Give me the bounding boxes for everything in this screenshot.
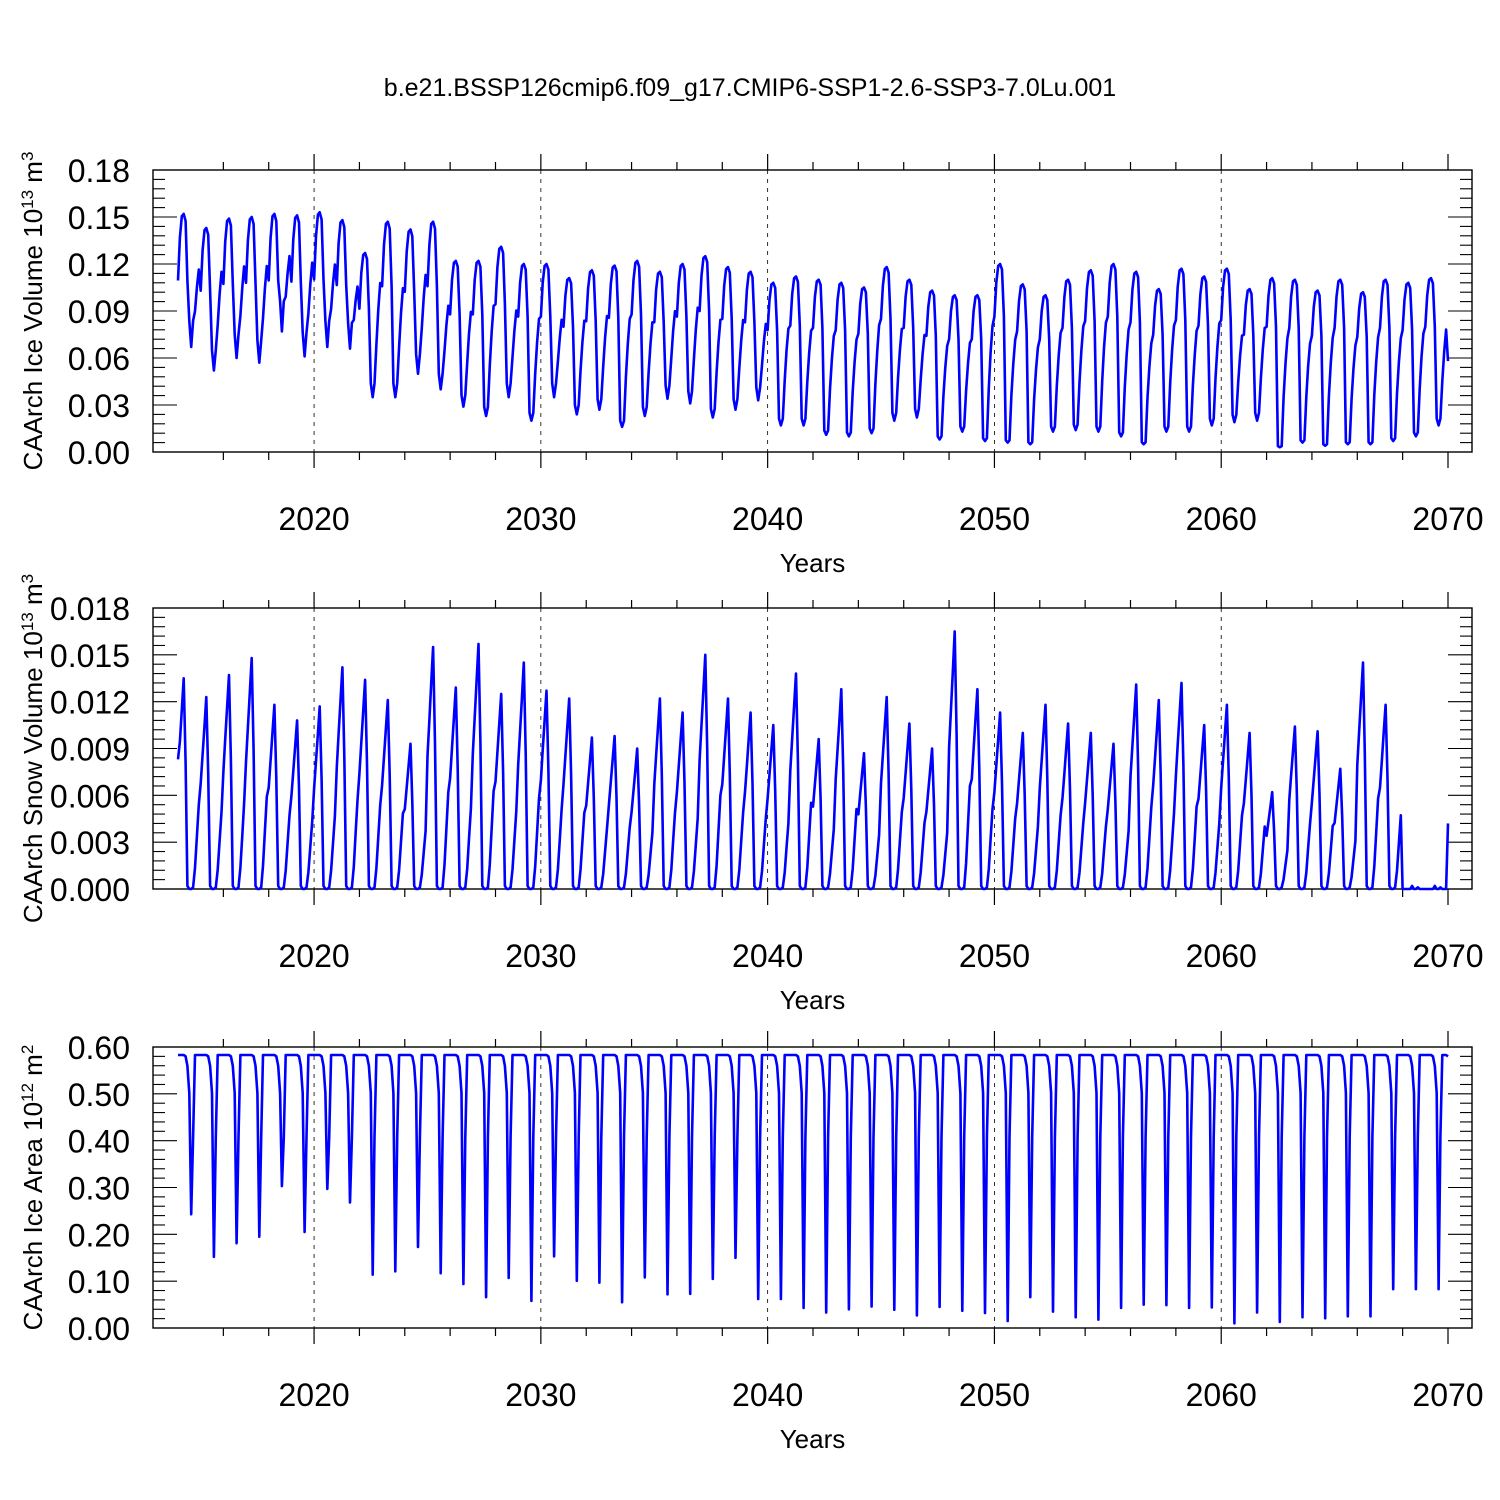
y-tick-label: 0.06 [68, 341, 130, 377]
y-tick-label: 0.20 [68, 1217, 130, 1253]
y-tick-label: 0.009 [50, 732, 130, 768]
x-axis-label: Years [780, 548, 846, 578]
x-tick-label: 2060 [1186, 1377, 1257, 1413]
y-tick-label: 0.18 [68, 153, 130, 189]
x-tick-label: 2050 [959, 501, 1030, 537]
y-tick-label: 0.00 [68, 435, 130, 471]
chart-panel-3: 2020 2030 2040 2050 2060 2070 0.00 0.10 0.20 0.30… [18, 1030, 1484, 1454]
y-tick-label: 0.003 [50, 825, 130, 861]
x-tick-label: 2060 [1186, 501, 1257, 537]
y-tick-label: 0.018 [50, 591, 130, 627]
x-tick-label: 2070 [1412, 938, 1483, 974]
y-axis-label: CAArch Snow Volume 1013 m3 [18, 574, 49, 923]
y-tick-label: 0.09 [68, 294, 130, 330]
x-tick-label: 2020 [278, 1377, 349, 1413]
y-tick-label: 0.03 [68, 388, 130, 424]
y-axis-label: CAArch Ice Volume 1013 m3 [18, 152, 49, 471]
series-line [176, 630, 1450, 891]
x-tick-label: 2050 [959, 1377, 1030, 1413]
x-axis-label: Years [780, 985, 846, 1015]
x-tick-label: 2030 [505, 501, 576, 537]
x-tick-label: 2070 [1412, 1377, 1483, 1413]
y-tick-label: 0.40 [68, 1124, 130, 1160]
y-tick-label: 0.10 [68, 1264, 130, 1300]
x-tick-label: 2060 [1186, 938, 1257, 974]
y-tick-label: 0.006 [50, 778, 130, 814]
x-tick-label: 2040 [732, 1377, 803, 1413]
y-tick-label: 0.50 [68, 1077, 130, 1113]
x-tick-label: 2020 [278, 938, 349, 974]
x-tick-label: 2050 [959, 938, 1030, 974]
figure-title: b.e21.BSSP126cmip6.f09_g17.CMIP6-SSP1-2.… [384, 74, 1116, 102]
chart-panel-1: 2020 2030 2040 2050 2060 2070 0.00 0.03 0.06 0.09… [18, 152, 1484, 578]
chart-panel-2: 2020 2030 2040 2050 2060 2070 0.000 0.003 0.006 0… [18, 574, 1484, 1015]
x-tick-label: 2020 [278, 501, 349, 537]
x-tick-label: 2030 [505, 938, 576, 974]
series-line [176, 211, 1450, 449]
y-tick-label: 0.12 [68, 247, 130, 283]
x-tick-label: 2040 [732, 501, 803, 537]
x-tick-label: 2030 [505, 1377, 576, 1413]
series-line [178, 1053, 1449, 1325]
y-axis-label: CAArch Ice Area 1012 m2 [18, 1045, 49, 1331]
y-tick-label: 0.30 [68, 1171, 130, 1207]
y-tick-label: 0.15 [68, 200, 130, 236]
y-tick-label: 0.012 [50, 685, 130, 721]
y-tick-label: 0.015 [50, 638, 130, 674]
y-tick-label: 0.00 [68, 1311, 130, 1347]
x-axis-label: Years [780, 1424, 846, 1454]
x-tick-label: 2040 [732, 938, 803, 974]
y-tick-label: 0.000 [50, 872, 130, 908]
y-tick-label: 0.60 [68, 1030, 130, 1066]
x-tick-label: 2070 [1412, 501, 1483, 537]
